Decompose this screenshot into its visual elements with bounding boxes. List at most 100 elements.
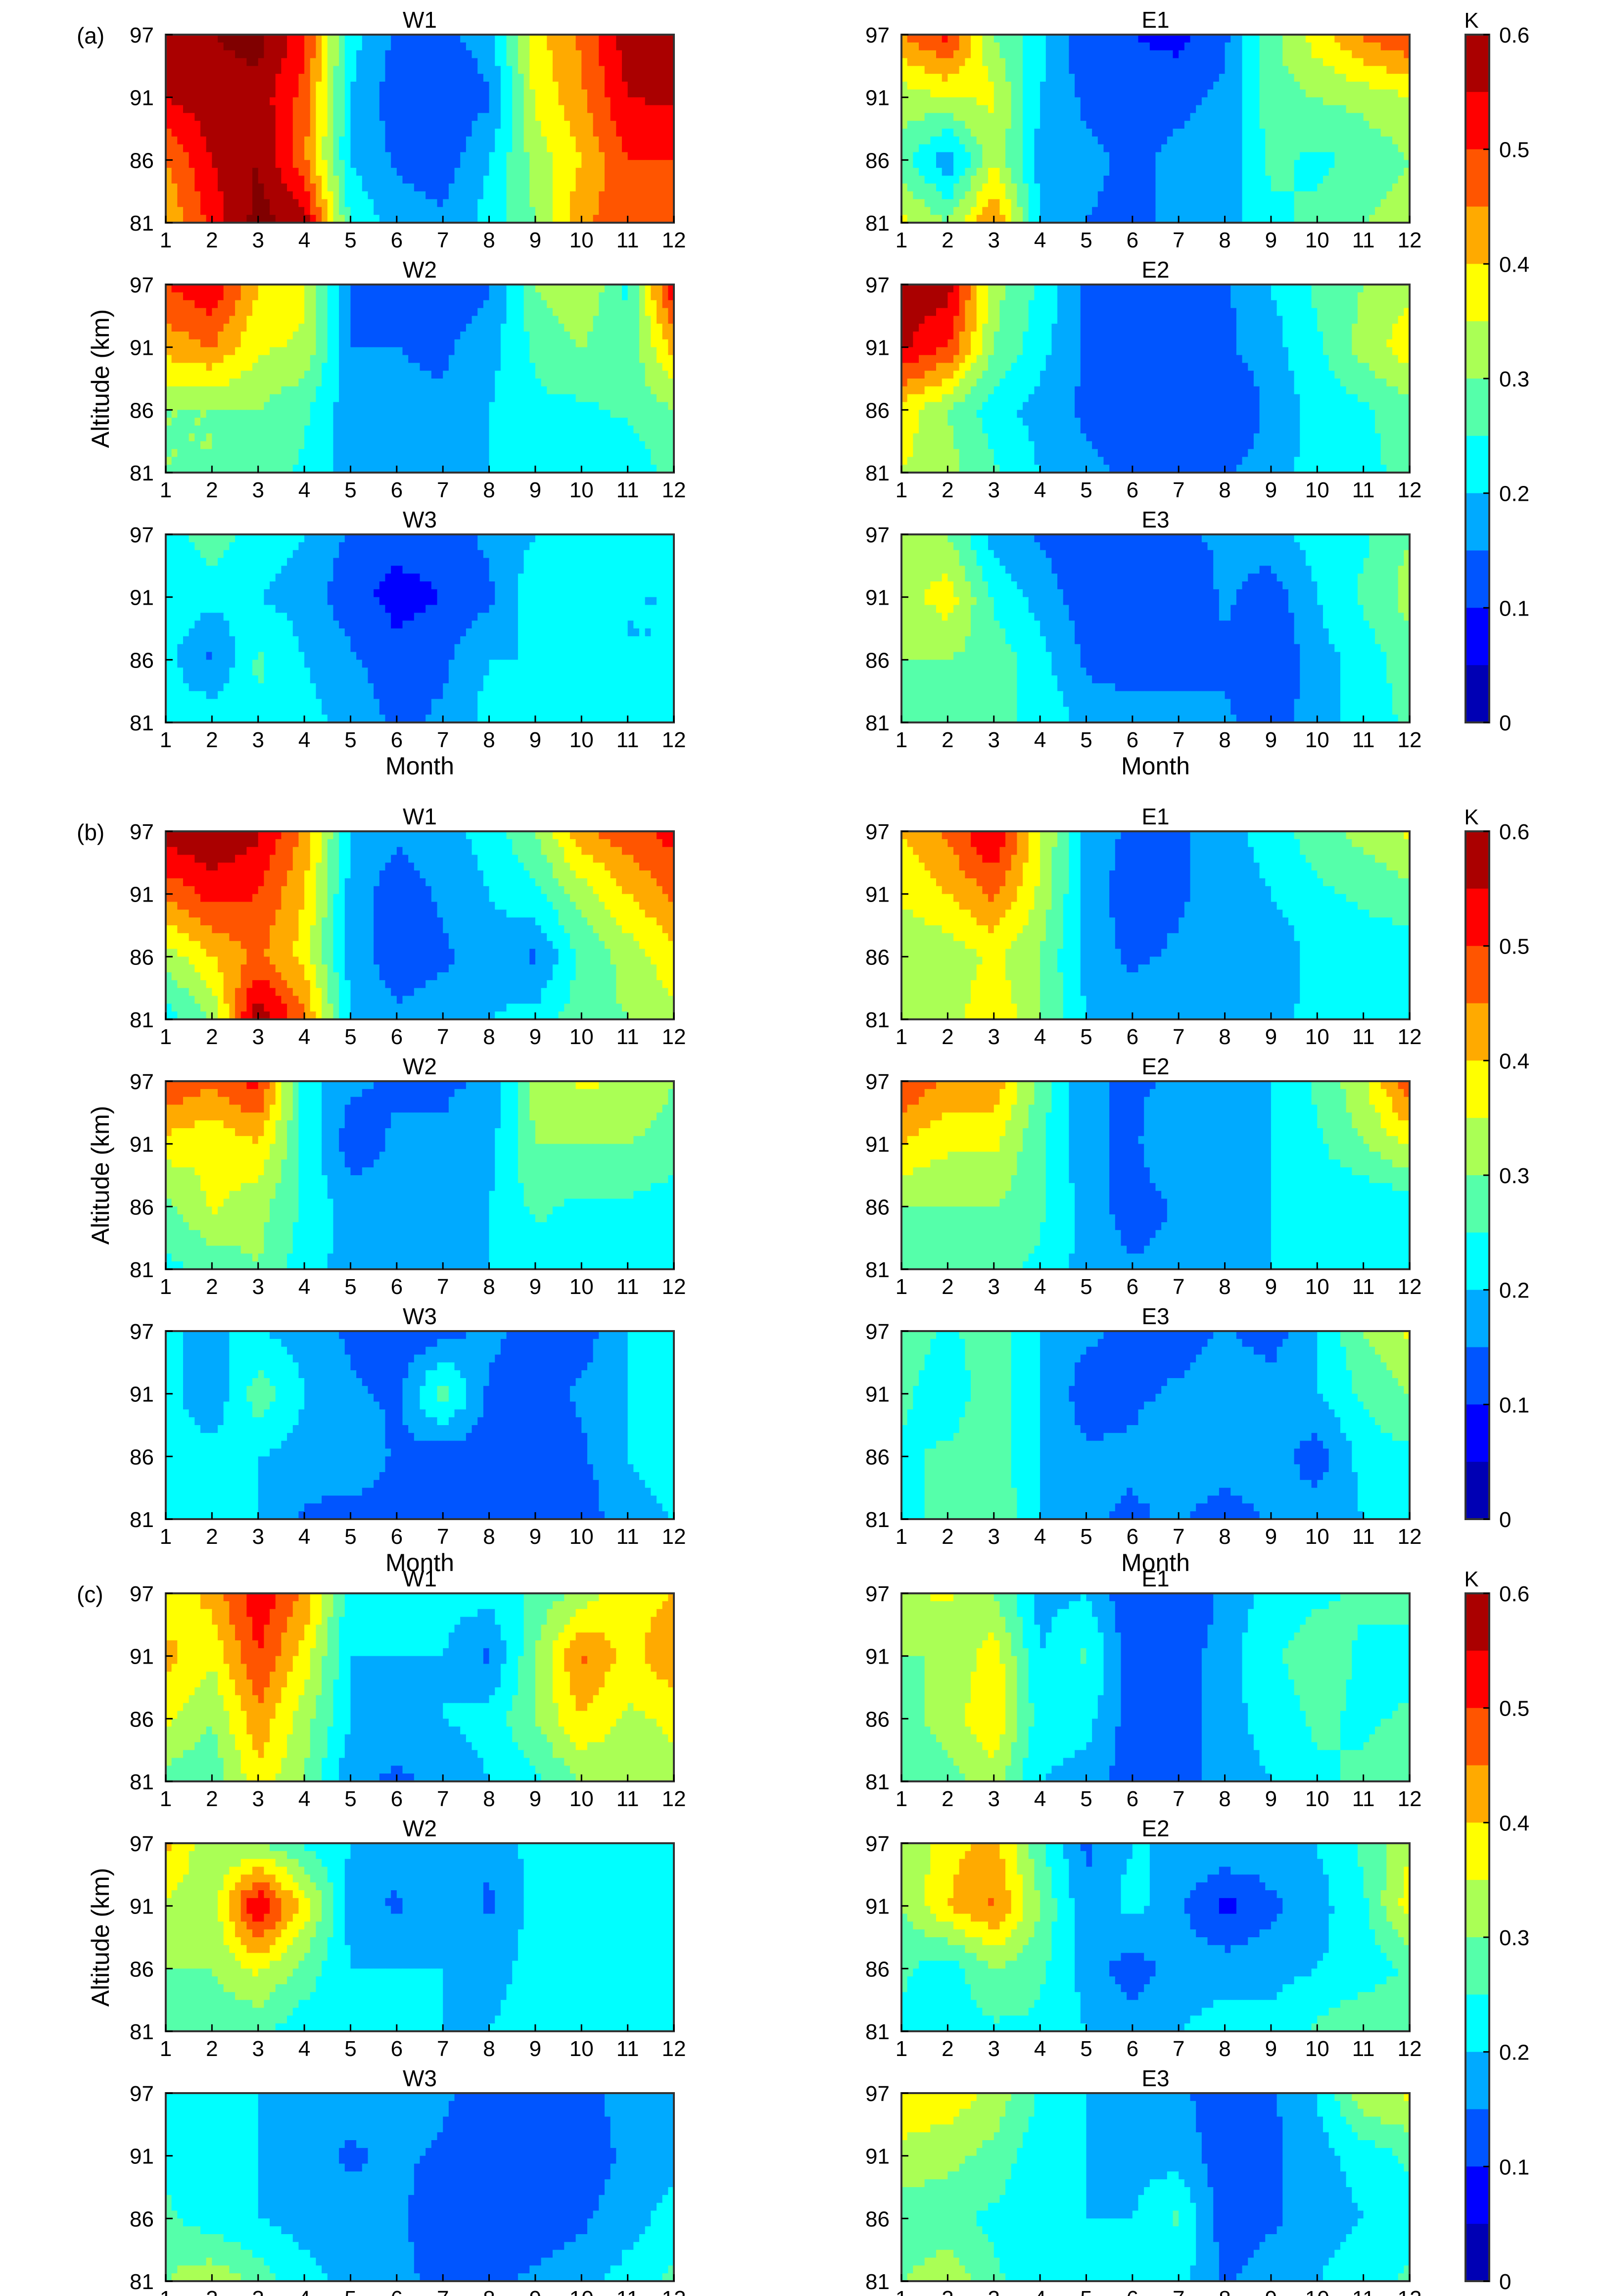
heatmap-cell: [1202, 43, 1208, 50]
heatmap-cell: [298, 168, 304, 176]
heatmap-cell: [1017, 121, 1023, 129]
heatmap-cell: [1208, 66, 1214, 74]
heatmap-cell: [1005, 113, 1011, 121]
heatmap-cell: [420, 184, 426, 191]
heatmap-cell: [408, 66, 414, 74]
heatmap-cell: [639, 300, 645, 308]
heatmap-cell: [1329, 207, 1335, 215]
heatmap-cell: [425, 97, 431, 105]
heatmap-cell: [483, 285, 489, 292]
heatmap-cell: [1202, 58, 1208, 66]
heatmap-cell: [391, 82, 397, 90]
heatmap-cell: [420, 129, 426, 137]
heatmap-cell: [639, 207, 645, 215]
heatmap-cell: [581, 292, 587, 300]
heatmap-cell: [622, 199, 628, 207]
heatmap-cell: [1242, 199, 1248, 207]
heatmap-cell: [1392, 113, 1398, 121]
heatmap-cell: [298, 152, 304, 160]
heatmap-cell: [241, 184, 247, 191]
heatmap-cell: [971, 191, 977, 199]
heatmap-cell: [1271, 66, 1277, 74]
heatmap-cell: [333, 339, 339, 347]
heatmap-cell: [994, 199, 1000, 207]
heatmap-cell: [977, 74, 983, 82]
heatmap-cell: [947, 144, 953, 152]
heatmap-cell: [1334, 191, 1340, 199]
heatmap-cell: [616, 113, 622, 121]
heatmap-cell: [293, 160, 299, 168]
heatmap-cell: [512, 58, 518, 66]
heatmap-cell: [1364, 199, 1370, 207]
heatmap-cell: [224, 339, 230, 347]
heatmap-cell: [1081, 176, 1087, 184]
heatmap-cell: [495, 332, 501, 339]
heatmap-cell: [1392, 160, 1398, 168]
heatmap-cell: [1334, 43, 1340, 50]
heatmap-cell: [1369, 113, 1375, 121]
heatmap-cell: [431, 292, 437, 300]
heatmap-cell: [1063, 82, 1069, 90]
heatmap-cell: [460, 324, 466, 332]
heatmap-cell: [1306, 58, 1312, 66]
heatmap-cell: [460, 292, 466, 300]
heatmap-cell: [999, 168, 1005, 176]
heatmap-cell: [449, 339, 455, 347]
heatmap-cell: [379, 74, 385, 82]
heatmap-cell: [1005, 50, 1011, 58]
x-tick-label: 1: [160, 228, 172, 252]
heatmap-cell: [611, 105, 616, 113]
heatmap-cell: [913, 90, 919, 97]
heatmap-cell: [350, 152, 356, 160]
heatmap-cell: [535, 152, 541, 160]
heatmap-cell: [1161, 129, 1167, 137]
heatmap-cell: [177, 113, 183, 121]
heatmap-cell: [298, 58, 304, 66]
heatmap-cell: [1092, 160, 1098, 168]
heatmap-cell: [472, 339, 478, 347]
heatmap-cell: [925, 50, 931, 58]
heatmap-cell: [1306, 113, 1312, 121]
heatmap-cell: [965, 191, 971, 199]
heatmap-cell: [258, 168, 264, 176]
heatmap-cell: [541, 184, 547, 191]
heatmap-cell: [1369, 199, 1375, 207]
heatmap-cell: [425, 58, 431, 66]
heatmap-cell: [298, 43, 304, 50]
heatmap-cell: [553, 50, 559, 58]
heatmap-cell: [633, 43, 639, 50]
heatmap-cell: [183, 191, 189, 199]
heatmap-cell: [224, 160, 230, 168]
heatmap-cell: [1219, 160, 1225, 168]
heatmap-cell: [1075, 129, 1081, 137]
heatmap-cell: [420, 66, 426, 74]
heatmap-cell: [622, 207, 628, 215]
heatmap-cell: [477, 90, 483, 97]
heatmap-cell: [662, 207, 668, 215]
heatmap-cell: [994, 58, 1000, 66]
heatmap-cell: [1023, 199, 1029, 207]
heatmap-cell: [258, 66, 264, 74]
heatmap-cell: [1300, 105, 1306, 113]
heatmap-cell: [662, 168, 668, 176]
heatmap-cell: [379, 152, 385, 160]
heatmap-cell: [189, 35, 195, 43]
heatmap-cell: [1265, 137, 1271, 144]
heatmap-cell: [177, 35, 183, 43]
heatmap-cell: [581, 113, 587, 121]
heatmap-cell: [1075, 66, 1081, 74]
heatmap-cell: [328, 74, 333, 82]
heatmap-cell: [930, 129, 936, 137]
heatmap-cell: [1242, 121, 1248, 129]
heatmap-cell: [252, 97, 258, 105]
heatmap-cell: [402, 160, 408, 168]
heatmap-cell: [1184, 35, 1190, 43]
heatmap-cell: [587, 168, 593, 176]
heatmap-cell: [316, 176, 322, 184]
heatmap-cell: [1103, 97, 1109, 105]
heatmap-cell: [1173, 66, 1179, 74]
heatmap-cell: [224, 176, 230, 184]
heatmap-cell: [1242, 50, 1248, 58]
heatmap-cell: [420, 97, 426, 105]
heatmap-cell: [235, 285, 241, 292]
